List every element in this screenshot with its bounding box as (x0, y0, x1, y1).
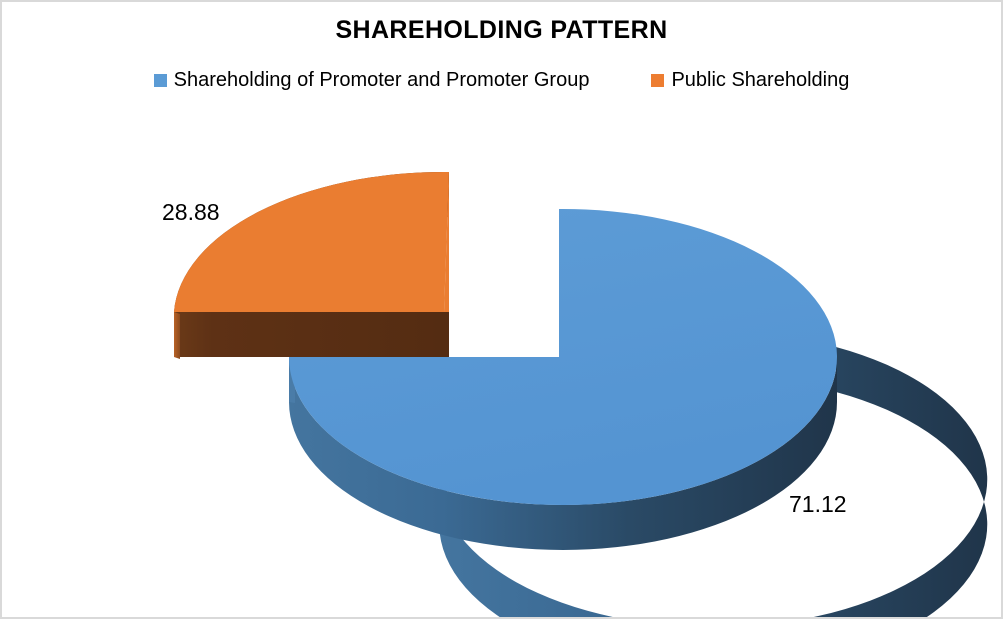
data-label-public: 28.88 (162, 199, 220, 225)
pie-slice-public-top[interactable] (174, 171, 449, 312)
chart-title: SHAREHOLDING PATTERN (335, 16, 668, 44)
legend-item-public[interactable]: Public Shareholding (651, 69, 849, 92)
legend-swatch-orange-icon (651, 74, 665, 87)
legend-label-promoter: Shareholding of Promoter and Promoter Gr… (173, 69, 590, 91)
legend-item-promoter[interactable]: Shareholding of Promoter and Promoter Gr… (153, 69, 590, 92)
data-label-promoter: 71.12 (789, 491, 847, 517)
legend-label-public: Public Shareholding (671, 69, 850, 91)
chart-legend: Shareholding of Promoter and Promoter Gr… (2, 69, 1001, 92)
pie-slice-promoter-top[interactable] (289, 208, 837, 505)
legend-swatch-blue-icon (153, 74, 167, 87)
